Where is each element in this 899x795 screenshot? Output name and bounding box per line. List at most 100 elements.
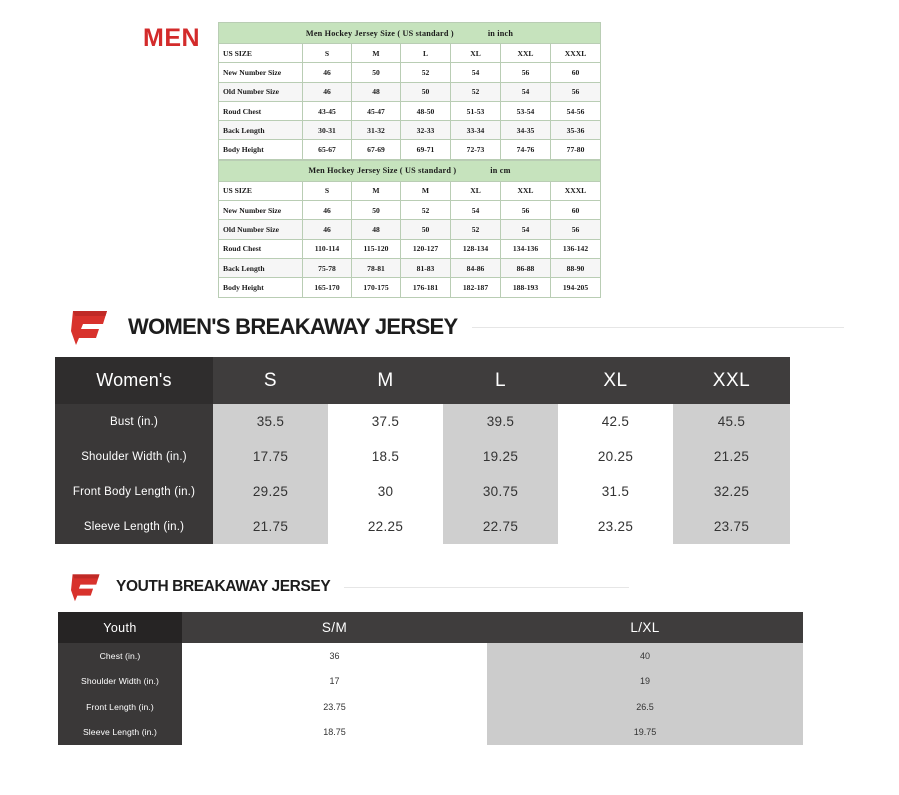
cell: 134-136 <box>500 238 551 259</box>
cell: 77-80 <box>549 139 602 160</box>
womens-section-heading: WOMEN'S BREAKAWAY JERSEY <box>0 308 899 346</box>
men-inches-header-1: S <box>302 42 352 64</box>
row-label: Shoulder Width (in.) <box>58 668 182 694</box>
cell: 18.75 <box>182 719 487 745</box>
cell: 88-90 <box>550 257 601 279</box>
table-row: Sleeve Length (in.) 21.75 22.25 22.75 23… <box>55 509 790 544</box>
youth-heading-text: YOUTH BREAKAWAY JERSEY <box>116 578 331 595</box>
men-size-section: MEN Men Hockey Jersey Size ( US standard… <box>0 0 899 304</box>
table-row: Sleeve Length (in.) 18.75 19.75 <box>58 719 803 745</box>
youth-size-col-lxl: L/XL <box>487 612 803 643</box>
womens-size-col-xl: XL <box>558 357 673 404</box>
men-cm-banner-unit: in cm <box>490 166 511 176</box>
cell: 52 <box>400 200 451 221</box>
cell: 50 <box>351 62 401 83</box>
table-row: Shoulder Width (in.) 17 19 <box>58 668 803 694</box>
womens-size-col-m: M <box>328 357 443 404</box>
cell: 52 <box>450 219 501 240</box>
cell: 54-56 <box>549 100 602 122</box>
cell: 81-83 <box>400 257 451 279</box>
men-inches-banner-unit: in inch <box>487 28 514 38</box>
men-cm-header-6: XXXL <box>550 180 601 202</box>
cell: 19.25 <box>443 439 558 474</box>
cell: 188-193 <box>500 277 551 298</box>
row-label: Back Length <box>218 257 303 279</box>
cell: 84-86 <box>450 257 501 279</box>
heading-divider <box>344 586 629 588</box>
womens-size-col-l: L <box>443 357 558 404</box>
cell: 23.25 <box>558 509 673 544</box>
table-row: Body Height 165-170 170-175 176-181 182-… <box>218 277 601 298</box>
cell: 56 <box>550 219 601 240</box>
youth-size-section: YOUTH BREAKAWAY JERSEY Youth S/M L/XL Ch… <box>0 572 899 745</box>
cell: 110-114 <box>302 238 352 259</box>
cell: 46 <box>302 200 352 221</box>
cell: 33-34 <box>450 120 501 141</box>
table-row: Old Number Size 46 48 50 52 54 56 <box>218 81 602 102</box>
table-row: Front Body Length (in.) 29.25 30 30.75 3… <box>55 474 790 509</box>
cell: 67-69 <box>351 139 401 160</box>
cell: 120-127 <box>400 238 451 259</box>
cell: 78-81 <box>351 257 401 279</box>
men-inches-banner-row: Men Hockey Jersey Size ( US standard ) in… <box>217 22 602 44</box>
cell: 19.75 <box>487 719 803 745</box>
cell: 22.75 <box>443 509 558 544</box>
womens-size-table: Women's S M L XL XXL Bust (in.) 35.5 37.… <box>55 357 790 544</box>
cell: 54 <box>450 62 501 83</box>
row-label: Body Height <box>218 277 303 298</box>
men-cm-header-0: US SIZE <box>218 180 303 202</box>
men-size-table-cm: Men Hockey Jersey Size ( US standard ) in… <box>218 159 601 298</box>
men-inches-banner-text: Men Hockey Jersey Size ( US standard ) <box>305 28 454 38</box>
cell: 86-88 <box>500 257 551 279</box>
cell: 48 <box>351 219 401 240</box>
youth-section-heading: YOUTH BREAKAWAY JERSEY <box>0 572 899 602</box>
womens-size-section: WOMEN'S BREAKAWAY JERSEY Women's S M L X… <box>0 308 899 544</box>
row-label: Bust (in.) <box>55 404 213 439</box>
row-label: Front Length (in.) <box>58 694 182 720</box>
row-label: Sleeve Length (in.) <box>58 719 182 745</box>
cell: 176-181 <box>400 277 451 298</box>
men-size-tables: Men Hockey Jersey Size ( US standard ) in… <box>217 22 602 298</box>
cell: 35.5 <box>213 404 328 439</box>
youth-corner-label: Youth <box>58 612 182 643</box>
men-section-title: MEN <box>143 24 201 52</box>
table-row: Body Height 65-67 67-69 69-71 72-73 74-7… <box>218 139 602 160</box>
cell: 48 <box>351 81 401 102</box>
cell: 50 <box>400 81 451 102</box>
cell: 40 <box>487 643 803 669</box>
youth-size-table: Youth S/M L/XL Chest (in.) 36 40 Shoulde… <box>58 612 803 745</box>
row-label: New Number Size <box>218 62 303 83</box>
cell: 19 <box>487 668 803 694</box>
cell: 54 <box>450 200 501 221</box>
cell: 17.75 <box>213 439 328 474</box>
table-row: New Number Size 46 50 52 54 56 60 <box>218 200 601 221</box>
cell: 35-36 <box>549 120 602 141</box>
womens-size-col-xxl: XXL <box>673 357 790 404</box>
cell: 60 <box>550 200 601 221</box>
men-inches-header-6: XXXL <box>549 42 602 64</box>
cell: 53-54 <box>500 100 551 122</box>
cell: 30 <box>328 474 443 509</box>
row-label: Shoulder Width (in.) <box>55 439 213 474</box>
men-cm-banner-row: Men Hockey Jersey Size ( US standard ) in… <box>218 159 601 182</box>
cell: 46 <box>302 219 352 240</box>
womens-heading-text: WOMEN'S BREAKAWAY JERSEY <box>128 314 458 339</box>
men-cm-banner: Men Hockey Jersey Size ( US standard ) in… <box>218 159 601 182</box>
cell: 51-53 <box>450 100 501 122</box>
cell: 20.25 <box>558 439 673 474</box>
cell: 45.5 <box>673 404 790 439</box>
men-cm-header-row: US SIZE S M M XL XXL XXXL <box>218 180 601 202</box>
men-inches-header-5: XXL <box>500 42 551 64</box>
cell: 46 <box>302 81 352 102</box>
table-row: Back Length 75-78 78-81 81-83 84-86 86-8… <box>218 257 601 279</box>
cell: 23.75 <box>182 694 487 720</box>
men-cm-header-2: M <box>351 180 401 202</box>
cell: 69-71 <box>400 139 451 160</box>
cell: 22.25 <box>328 509 443 544</box>
cell: 46 <box>302 62 352 83</box>
cell: 43-45 <box>302 100 352 122</box>
cell: 136-142 <box>550 238 601 259</box>
table-row: Front Length (in.) 23.75 26.5 <box>58 694 803 720</box>
womens-header-row: Women's S M L XL XXL <box>55 357 790 404</box>
cell: 50 <box>400 219 451 240</box>
